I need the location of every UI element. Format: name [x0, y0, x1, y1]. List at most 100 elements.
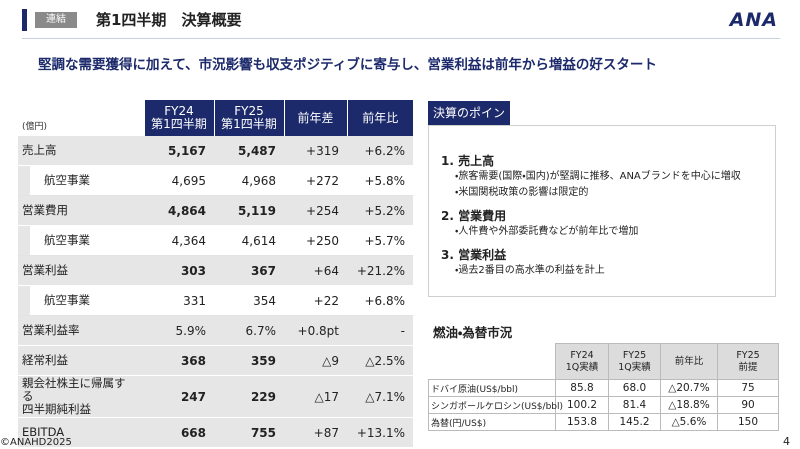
cell: +5.7%: [347, 225, 413, 256]
row-label: 営業利益: [18, 255, 144, 286]
label-line: 航空事業: [44, 233, 90, 247]
point-bullet: ・人件費や外部委託費などが前年比で増加: [455, 226, 639, 237]
table-row: 営業利益率 5.9% 6.7% +0.8pt -: [18, 315, 413, 346]
table-row: 売上高 5,167 5,487 +319 +6.2%: [18, 136, 413, 166]
cell: 367: [214, 255, 284, 286]
column-header: 前年比: [346, 100, 413, 136]
header-line: FY25: [736, 349, 760, 361]
row-label: EBITDA: [18, 417, 144, 448]
table-row: 経常利益 368 359 △9 △2.5%: [18, 345, 413, 376]
cell: △2.5%: [347, 345, 413, 376]
cell: +87: [284, 417, 347, 448]
cell: 81.4: [608, 396, 661, 414]
cell: 4,364: [144, 225, 214, 256]
header-line: 前提: [738, 361, 758, 373]
row-label: シンガポールケロシン(US$/bbl): [428, 396, 563, 414]
cell: 4,864: [144, 195, 214, 226]
cell: +5.2%: [347, 195, 413, 226]
copyright: ©ANAHD2025: [0, 437, 72, 448]
table-row: ドバイ原油(US$/bbl) 85.8 68.0 △20.7% 75: [428, 379, 779, 397]
page-number: 4: [783, 435, 790, 448]
row-label: 営業利益率: [18, 315, 144, 346]
header-line: 前年差: [297, 110, 334, 125]
row-label: 売上高: [18, 136, 144, 166]
cell: +319: [284, 136, 347, 166]
header-line: FY25: [234, 104, 264, 118]
table-row: シンガポールケロシン(US$/bbl) 100.2 81.4 △18.8% 90: [428, 396, 779, 414]
results-table: (億円) FY24 第1四半期 FY25 第1四半期 前年差 前年比 売上高 5,167 5,4…: [18, 100, 413, 448]
column-header: FY25 前提: [717, 343, 779, 380]
cell: -: [347, 315, 413, 346]
cell: 5,167: [144, 136, 214, 166]
cell: 153.8: [555, 413, 609, 431]
logo: ANA: [729, 9, 778, 31]
cell: 6.7%: [214, 315, 284, 346]
cell: 75: [717, 379, 779, 397]
table-row: 営業利益 303 367 +64 +21.2%: [18, 255, 413, 286]
cell: +254: [284, 195, 347, 226]
label-line: 営業利益率: [22, 323, 80, 337]
point-bullet: ・過去2番目の高水準の利益を計上: [455, 265, 605, 276]
header-rule: [22, 38, 780, 39]
table-row: 航空事業 4,364 4,614 +250 +5.7%: [18, 225, 413, 256]
label-line: 航空事業: [44, 293, 90, 307]
cell: △17: [284, 375, 347, 418]
cell: 331: [144, 285, 214, 316]
cell: 90: [717, 396, 779, 414]
cell: 100.2: [555, 396, 609, 414]
column-header: FY24 第1四半期: [143, 100, 214, 136]
points-box: 1. 売上高 ・旅客需要(国際・国内)が堅調に推移、ANAブランドを中心に増収 ・米…: [428, 125, 776, 297]
fuel-title: 燃油・為替市況: [433, 325, 513, 340]
table-row: 航空事業 4,695 4,968 +272 +5.8%: [18, 165, 413, 196]
header-line: FY24: [164, 104, 194, 118]
cell: +6.2%: [347, 136, 413, 166]
column-header: 前年差: [283, 100, 347, 136]
cell: 359: [214, 345, 284, 376]
points-title: 決算のポイント: [428, 101, 510, 144]
cell: △18.8%: [660, 396, 718, 414]
row-label: 親会社株主に帰属する 四半期純利益: [18, 375, 144, 418]
cell: 5.9%: [144, 315, 214, 346]
column-header: FY24 1Q実績: [555, 343, 609, 380]
table-row: 航空事業 331 354 +22 +6.8%: [18, 285, 413, 316]
header-line: 前年比: [362, 110, 399, 125]
label-line: 航空事業: [44, 173, 90, 187]
point-heading: 1. 売上高: [441, 154, 495, 168]
header-line: 第1四半期: [151, 117, 207, 131]
cell: +64: [284, 255, 347, 286]
cell: 229: [214, 375, 284, 418]
cell: △7.1%: [347, 375, 413, 418]
label-line: 営業費用: [22, 203, 68, 217]
header-line: 第1四半期: [221, 117, 277, 131]
cell: +272: [284, 165, 347, 196]
cell: 150: [717, 413, 779, 431]
table-row: 為替(円/US$) 153.8 145.2 △5.6% 150: [428, 413, 779, 431]
headline: 堅調な需要獲得に加えて、市況影響も収支ポジティブに寄与し、営業利益は前年から増益…: [38, 57, 657, 73]
cell: 5,119: [214, 195, 284, 226]
header-line: 1Q実績: [565, 361, 599, 373]
table-row: 営業費用 4,864 5,119 +254 +5.2%: [18, 195, 413, 226]
slide-title: 第1四半期 決算概要: [96, 11, 242, 29]
cell: 354: [214, 285, 284, 316]
header-line: 1Q実績: [618, 361, 651, 373]
cell: 4,614: [214, 225, 284, 256]
label-line: EBITDA: [22, 425, 65, 439]
fuel-table: FY24 1Q実績 FY25 1Q実績 前年比 FY25 前提 ドバイ原油(US$/bbl)…: [428, 343, 779, 431]
cell: +13.1%: [347, 417, 413, 448]
row-label: 航空事業: [18, 225, 144, 256]
accent-bar: [22, 9, 27, 31]
column-header: FY25 1Q実績: [608, 343, 661, 380]
tag: 連結: [35, 12, 77, 28]
cell: +250: [284, 225, 347, 256]
cell: 303: [144, 255, 214, 286]
point-bullet: ・旅客需要(国際・国内)が堅調に推移、ANAブランドを中心に増収: [455, 171, 741, 182]
cell: 668: [144, 417, 214, 448]
cell: 85.8: [555, 379, 609, 397]
row-label: ドバイ原油(US$/bbl): [428, 379, 556, 397]
table-row: 親会社株主に帰属する 四半期純利益 247 229 △17 △7.1%: [18, 375, 413, 418]
cell: △9: [284, 345, 347, 376]
row-label: 航空事業: [18, 165, 144, 196]
cell: 5,487: [214, 136, 284, 166]
row-label: 営業費用: [18, 195, 144, 226]
cell: △20.7%: [660, 379, 718, 397]
